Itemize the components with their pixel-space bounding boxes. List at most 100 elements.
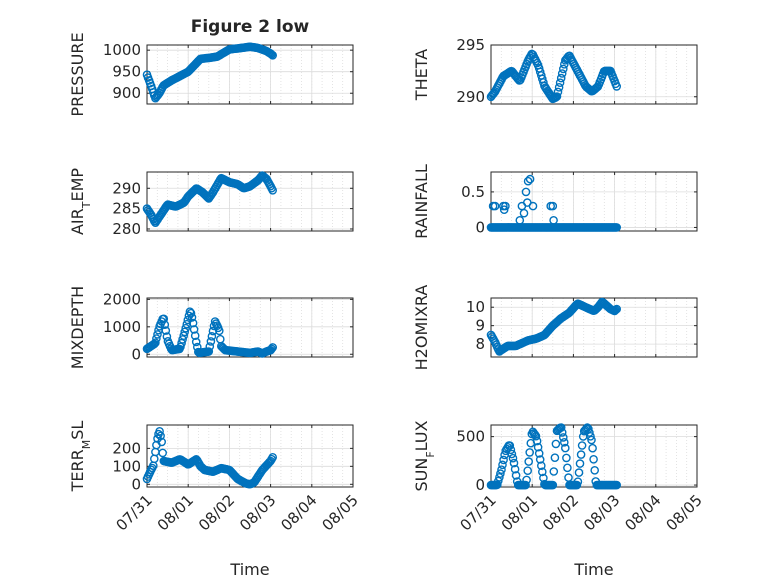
data-point bbox=[563, 463, 572, 473]
data-point bbox=[559, 64, 568, 74]
axes-box bbox=[490, 171, 698, 232]
x-tick-label: 08/04 bbox=[621, 491, 664, 534]
subplot-rainfall: 0 0.5 RAINFALL bbox=[412, 164, 698, 239]
y-axis-label: PRESSURE bbox=[68, 32, 87, 116]
data-point bbox=[153, 330, 162, 339]
data-point bbox=[533, 442, 543, 452]
y-axis-label: SUNFLUX bbox=[412, 420, 437, 491]
y-tick-label: 10 bbox=[466, 298, 485, 316]
data-point bbox=[267, 344, 276, 354]
data-point bbox=[557, 428, 567, 437]
x-tick-label: 08/04 bbox=[277, 491, 320, 534]
data-point bbox=[575, 459, 585, 468]
x-axis-label: Time bbox=[573, 560, 613, 579]
data-point bbox=[190, 331, 200, 341]
data-point bbox=[499, 205, 509, 214]
y-tick-label: 100 bbox=[112, 457, 141, 475]
y-tick-label: 900 bbox=[112, 84, 141, 102]
data-point bbox=[531, 431, 541, 441]
data-point bbox=[563, 53, 572, 63]
data-point bbox=[612, 223, 622, 232]
data-point bbox=[149, 454, 159, 464]
data-point bbox=[498, 460, 507, 470]
data-point bbox=[577, 441, 587, 450]
data-point bbox=[501, 201, 510, 211]
data-point bbox=[205, 342, 215, 351]
data-point bbox=[507, 449, 517, 459]
data-point bbox=[556, 73, 566, 83]
data-point bbox=[523, 176, 533, 186]
data-point bbox=[152, 334, 161, 343]
axes-box bbox=[490, 44, 698, 105]
data-point bbox=[506, 445, 516, 455]
data-point bbox=[181, 323, 190, 333]
data-point bbox=[187, 313, 197, 322]
data-point bbox=[177, 338, 186, 348]
data-point bbox=[151, 338, 160, 348]
data-point bbox=[528, 201, 538, 211]
x-tick-label: 08/01 bbox=[154, 491, 197, 534]
data-point bbox=[185, 307, 195, 317]
data-point bbox=[612, 82, 622, 91]
data-point bbox=[521, 187, 531, 197]
data-point bbox=[576, 450, 586, 459]
data-point bbox=[186, 308, 196, 318]
x-tick-label: 08/05 bbox=[663, 491, 706, 534]
y-tick-label: 1000 bbox=[103, 318, 141, 336]
y-tick-label: 0 bbox=[131, 345, 141, 363]
y-tick-label: 0 bbox=[475, 218, 485, 236]
data-point bbox=[214, 326, 224, 336]
y-axis-label: TERRMSL bbox=[68, 421, 93, 493]
data-point bbox=[182, 319, 192, 329]
data-point bbox=[151, 447, 160, 457]
y-tick-label: 0.5 bbox=[461, 183, 485, 201]
y-tick-label: 2000 bbox=[103, 290, 141, 308]
data-point bbox=[587, 435, 596, 445]
data-point bbox=[204, 347, 214, 356]
y-tick-label: 200 bbox=[112, 439, 141, 457]
data-point bbox=[511, 471, 521, 480]
data-point bbox=[495, 472, 504, 482]
data-point bbox=[552, 92, 562, 101]
data-point bbox=[191, 337, 201, 347]
data-point bbox=[207, 331, 217, 341]
data-point bbox=[548, 201, 558, 211]
data-point bbox=[534, 449, 544, 458]
chart-title: Figure 2 low bbox=[191, 17, 310, 37]
data-point bbox=[157, 437, 166, 447]
data-point bbox=[586, 431, 595, 441]
subplot-mixdepth: 0 1000 2000 MIXDEPTH bbox=[68, 286, 354, 369]
data-point bbox=[557, 69, 567, 78]
y-tick-label: 500 bbox=[456, 428, 485, 446]
data-point bbox=[573, 477, 583, 487]
data-point bbox=[611, 305, 620, 315]
x-axis-label: Time bbox=[229, 560, 269, 579]
y-tick-label: 0 bbox=[475, 476, 485, 494]
y-axis-label: THETA bbox=[412, 49, 431, 101]
data-point bbox=[523, 466, 533, 476]
data-point bbox=[268, 452, 278, 462]
x-tick-label: 08/03 bbox=[580, 491, 623, 534]
data-point bbox=[160, 320, 170, 330]
data-point bbox=[519, 208, 529, 218]
subplot-theta: 290 295 THETA bbox=[412, 36, 698, 106]
data-point bbox=[588, 443, 597, 453]
data-point bbox=[149, 339, 159, 349]
subplot-pressure: 900 950 1000 PRESSURE Figure 2 low bbox=[68, 17, 354, 117]
data-point bbox=[490, 201, 500, 211]
y-tick-label: 0 bbox=[131, 475, 141, 493]
x-tick-label: 08/03 bbox=[236, 491, 279, 534]
subplot-sun_flux: 0 500 SUNFLUX 07/3108/0108/0208/0308/0408/0… bbox=[412, 420, 706, 579]
y-tick-label: 280 bbox=[112, 220, 141, 238]
data-point bbox=[156, 431, 165, 441]
data-point bbox=[553, 87, 563, 97]
data-point bbox=[159, 314, 169, 324]
data-point bbox=[561, 443, 570, 453]
data-point bbox=[535, 455, 545, 464]
data-point bbox=[499, 455, 508, 465]
y-tick-label: 290 bbox=[456, 88, 485, 106]
y-tick-label: 9 bbox=[475, 317, 485, 335]
data-point bbox=[215, 334, 225, 344]
